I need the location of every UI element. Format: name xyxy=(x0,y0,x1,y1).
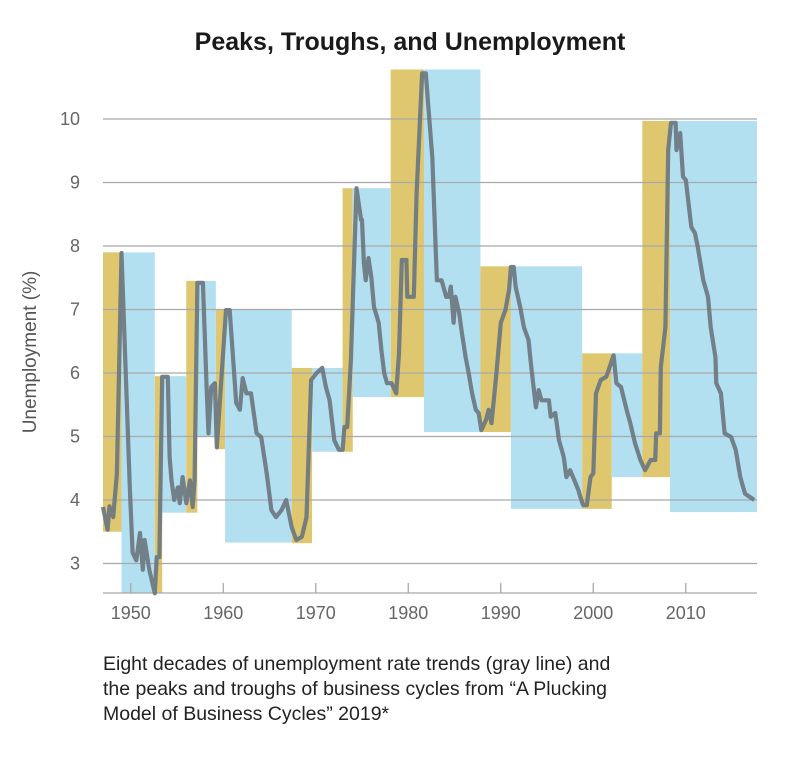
y-tick-label: 6 xyxy=(70,363,80,383)
rising-band xyxy=(480,266,511,433)
y-tick-label: 3 xyxy=(70,554,80,574)
x-tick-label: 1970 xyxy=(296,603,336,623)
falling-band xyxy=(423,69,481,433)
x-tick-label: 2000 xyxy=(573,603,613,623)
x-tick-label: 1980 xyxy=(388,603,428,623)
caption-line: Eight decades of unemployment rate trend… xyxy=(103,653,611,675)
x-tick-label: 1990 xyxy=(481,603,521,623)
caption-line: the peaks and troughs of business cycles… xyxy=(103,678,608,700)
chart-caption: Eight decades of unemployment rate trend… xyxy=(103,652,610,727)
x-tick-label: 1960 xyxy=(203,603,243,623)
y-axis-label: Unemployment (%) xyxy=(20,271,41,434)
x-tick-label: 1950 xyxy=(111,603,151,623)
unemployment-line xyxy=(100,71,756,596)
rising-band xyxy=(342,188,353,452)
y-tick-label: 9 xyxy=(70,173,80,193)
y-tick-label: 10 xyxy=(60,109,80,129)
caption-line: Model of Business Cycles” 2019* xyxy=(103,703,390,725)
rising-band xyxy=(582,353,612,509)
falling-band xyxy=(312,367,343,452)
x-tick-label: 2010 xyxy=(666,603,706,623)
y-tick-label: 4 xyxy=(70,490,80,510)
falling-band xyxy=(225,309,292,543)
chart-title: Peaks, Troughs, and Unemployment xyxy=(194,28,626,56)
y-tick-label: 7 xyxy=(70,300,80,320)
rising-band xyxy=(186,280,198,513)
y-tick-label: 8 xyxy=(70,236,80,256)
y-tick-label: 5 xyxy=(70,427,80,447)
